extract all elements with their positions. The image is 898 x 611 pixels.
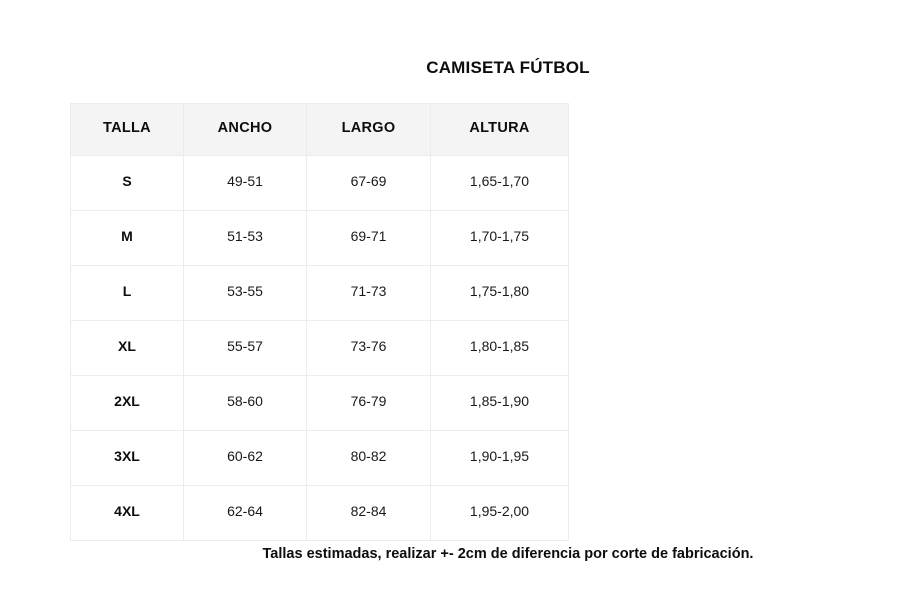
cell-ancho: 53-55 <box>183 265 307 321</box>
table-row: 4XL 62-64 82-84 1,95-2,00 <box>70 485 569 541</box>
cell-ancho: 58-60 <box>183 375 307 431</box>
table-body: S 49-51 67-69 1,65-1,70 M 51-53 69-71 1,… <box>70 155 569 541</box>
cell-ancho: 55-57 <box>183 320 307 376</box>
table-row: 3XL 60-62 80-82 1,90-1,95 <box>70 430 569 486</box>
footnote-text: Tallas estimadas, realizar +- 2cm de dif… <box>262 546 754 562</box>
column-header-altura: ALTURA <box>430 103 569 156</box>
cell-talla: L <box>70 265 184 321</box>
cell-talla: 4XL <box>70 485 184 541</box>
table-header-row: TALLA ANCHO LARGO ALTURA <box>70 103 569 156</box>
cell-ancho: 60-62 <box>183 430 307 486</box>
cell-altura: 1,70-1,75 <box>430 210 569 266</box>
cell-talla: 3XL <box>70 430 184 486</box>
table-header: TALLA ANCHO LARGO ALTURA <box>70 103 569 156</box>
cell-talla: XL <box>70 320 184 376</box>
cell-altura: 1,75-1,80 <box>430 265 569 321</box>
cell-largo: 69-71 <box>306 210 431 266</box>
column-header-ancho: ANCHO <box>183 103 307 156</box>
table-row: 2XL 58-60 76-79 1,85-1,90 <box>70 375 569 431</box>
cell-altura: 1,80-1,85 <box>430 320 569 376</box>
cell-largo: 76-79 <box>306 375 431 431</box>
cell-largo: 67-69 <box>306 155 431 211</box>
table-row: L 53-55 71-73 1,75-1,80 <box>70 265 569 321</box>
cell-largo: 82-84 <box>306 485 431 541</box>
cell-largo: 80-82 <box>306 430 431 486</box>
cell-talla: 2XL <box>70 375 184 431</box>
cell-largo: 73-76 <box>306 320 431 376</box>
size-table: TALLA ANCHO LARGO ALTURA S 49-51 67-69 1… <box>70 103 569 541</box>
cell-largo: 71-73 <box>306 265 431 321</box>
cell-altura: 1,90-1,95 <box>430 430 569 486</box>
table-row: XL 55-57 73-76 1,80-1,85 <box>70 320 569 376</box>
cell-altura: 1,85-1,90 <box>430 375 569 431</box>
cell-altura: 1,65-1,70 <box>430 155 569 211</box>
cell-talla: M <box>70 210 184 266</box>
cell-ancho: 51-53 <box>183 210 307 266</box>
column-header-talla: TALLA <box>70 103 184 156</box>
table-row: S 49-51 67-69 1,65-1,70 <box>70 155 569 211</box>
page-title: CAMISETA FÚTBOL <box>426 58 590 77</box>
cell-altura: 1,95-2,00 <box>430 485 569 541</box>
column-header-largo: LARGO <box>306 103 431 156</box>
cell-talla: S <box>70 155 184 211</box>
cell-ancho: 62-64 <box>183 485 307 541</box>
cell-ancho: 49-51 <box>183 155 307 211</box>
table-row: M 51-53 69-71 1,70-1,75 <box>70 210 569 266</box>
size-table-container: TALLA ANCHO LARGO ALTURA S 49-51 67-69 1… <box>70 103 569 541</box>
